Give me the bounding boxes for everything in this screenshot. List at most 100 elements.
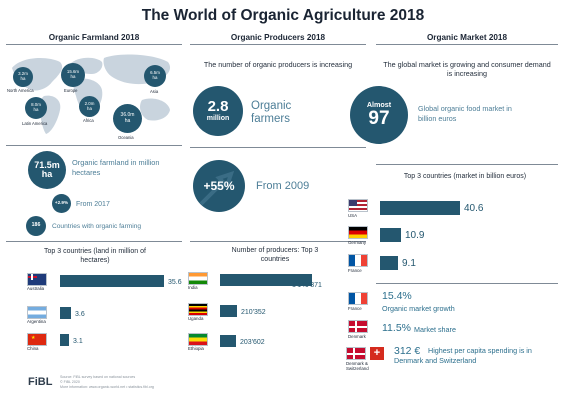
map-value: 3.2m [18, 71, 28, 77]
divider [190, 241, 366, 242]
market-almost-desc: Global organic food market in billion eu… [418, 104, 512, 123]
footer-copyright: © FiBL 2020 [60, 380, 80, 384]
bar-australia [60, 275, 164, 287]
bar-label: Argentina [27, 319, 46, 324]
map-label-latin-america: Latin America [22, 121, 48, 126]
flag-france-icon [348, 292, 368, 305]
map-unit: ha [20, 76, 26, 81]
producers-count-circle: 2.8 million [193, 86, 243, 136]
flag-switzerland-icon: + [370, 347, 384, 360]
farmland-growth-circle: +2.9% [52, 194, 71, 213]
bar-label: China [27, 346, 39, 351]
bar-germany [380, 228, 401, 242]
map-value: 2.0m [84, 100, 95, 106]
flag-india-icon [188, 272, 208, 285]
map-label-asia: Asia [150, 89, 159, 94]
stat-value: 15.4% [382, 290, 412, 302]
map-label-oceania: Oceania [118, 135, 134, 140]
bar-ethiopia [220, 335, 236, 347]
stat-country: Denmark [348, 334, 366, 339]
market-almost-circle: Almost 97 [350, 86, 408, 144]
producers-intro: The number of organic producers is incre… [203, 60, 353, 69]
header-rule-1 [6, 44, 182, 45]
flag-uganda-icon [188, 303, 208, 316]
bar-value: 40.6 [464, 203, 484, 214]
bar-value: 203'602 [240, 339, 265, 346]
stat-desc: Market share [414, 325, 456, 334]
bar-argentina [60, 307, 71, 319]
producers-growth-value: +55% [203, 178, 235, 193]
countries-value: 186 [31, 222, 41, 229]
bar-france [380, 256, 398, 270]
flag-france-icon [348, 254, 368, 267]
producers-growth-circle: +55% [193, 160, 245, 212]
header-rule-2 [190, 44, 366, 45]
bar-label: Uganda [188, 316, 204, 321]
map-unit: ha [87, 105, 92, 111]
flag-usa-icon [348, 199, 368, 212]
divider [190, 147, 366, 148]
stat-value: 11.5% [382, 322, 411, 334]
bar-china [60, 334, 69, 346]
header-rule-3 [376, 44, 558, 45]
fibl-logo: FiBL [28, 376, 53, 388]
map-label-europe: Europe [64, 88, 78, 93]
flag-denmark-icon [348, 320, 368, 333]
bar-label: Australia [27, 286, 45, 291]
bar-value: 210'352 [241, 309, 266, 316]
farmland-header: Organic Farmland 2018 [48, 33, 140, 42]
bar-label: Ethiopia [188, 346, 204, 351]
divider [6, 145, 182, 146]
world-map [8, 50, 180, 142]
bar-usa [380, 201, 460, 215]
market-almost-value: 97 [368, 107, 390, 129]
farmland-top3-title: Top 3 countries (land in million of hect… [44, 248, 146, 265]
flag-australia-icon [27, 273, 47, 286]
flag-china-icon: ★ [27, 333, 47, 346]
producers-count-value: 2.8 [207, 98, 229, 116]
stat-value: 312 € [394, 345, 421, 357]
stat-desc: Organic market growth [382, 304, 455, 313]
countries-desc: Countries with organic farming [52, 223, 142, 230]
countries-circle: 186 [26, 216, 46, 236]
farmland-total-value: 71.5m [34, 159, 60, 170]
bar-value: 10.9 [405, 230, 425, 241]
stat-country: Denmark & Switzerland [346, 361, 369, 371]
map-label-africa: Africa [83, 118, 94, 123]
bar-value: 35.6 [168, 279, 182, 286]
bar-value: 9.1 [402, 258, 416, 269]
bar-uganda [220, 305, 237, 317]
market-top3-title: Top 3 countries (market in billion euros… [403, 173, 527, 180]
farmland-total-circle: 71.5m ha [28, 151, 66, 189]
producers-count-desc: Organic farmers [251, 100, 292, 126]
producers-count-unit: million [206, 115, 230, 123]
map-bubble-north-america: 3.2m ha [13, 67, 33, 87]
market-almost-label: Almost [366, 100, 392, 110]
map-bubble-oceania: 36.0m ha [113, 104, 142, 133]
map-bubble-asia: 6.5m ha [144, 65, 166, 87]
bar-value: 3.1 [73, 338, 83, 345]
map-value: 6.5m [150, 70, 160, 76]
map-value: 36.0m [120, 112, 135, 118]
stat-country: France [348, 306, 362, 311]
map-value: 8.0m [31, 102, 41, 108]
bar-value: 1'149'371 [292, 282, 322, 289]
map-unit: ha [124, 117, 131, 124]
map-unit: ha [33, 107, 39, 112]
flag-denmark-icon [346, 347, 366, 360]
divider [376, 164, 558, 165]
bar-label: India [188, 285, 198, 290]
bar-india [220, 274, 312, 286]
divider [376, 283, 558, 284]
farmland-growth-desc: From 2017 [76, 201, 110, 208]
map-unit: ha [70, 74, 76, 79]
producers-header: Organic Producers 2018 [230, 33, 326, 42]
footer-source: Source: FiBL survey based on national so… [60, 375, 136, 379]
bar-label: Germany [348, 240, 367, 245]
stat-desc: Highest per capita spending is in Denmar… [394, 346, 532, 365]
map-label-north-america: North America [7, 88, 34, 93]
arrow-up-icon [199, 170, 235, 206]
map-bubble-europe: 15.6m ha [61, 63, 85, 87]
producers-growth-desc: From 2009 [256, 180, 310, 192]
map-bubble-africa: 2.0m ha [79, 96, 100, 117]
